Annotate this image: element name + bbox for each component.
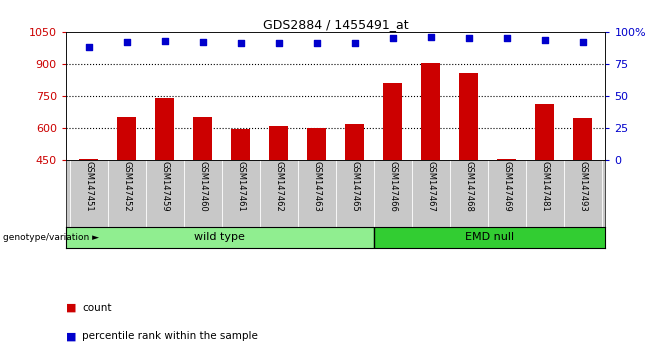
Text: GSM147469: GSM147469 xyxy=(502,161,511,212)
Point xyxy=(349,40,360,46)
Point xyxy=(121,39,132,45)
Point xyxy=(501,35,512,41)
Point xyxy=(425,34,436,40)
Bar xyxy=(231,129,250,160)
Point xyxy=(577,39,588,45)
Text: GSM147481: GSM147481 xyxy=(540,161,549,212)
Text: GSM147493: GSM147493 xyxy=(578,161,587,212)
Point xyxy=(159,38,170,44)
Point xyxy=(388,35,398,41)
Point xyxy=(273,40,284,46)
Text: ■: ■ xyxy=(66,331,76,341)
Point xyxy=(197,39,208,45)
Bar xyxy=(117,117,136,160)
Point xyxy=(540,37,550,42)
Bar xyxy=(193,117,212,160)
Text: count: count xyxy=(82,303,112,313)
Bar xyxy=(459,73,478,160)
Text: EMD null: EMD null xyxy=(465,232,514,242)
Bar xyxy=(383,83,402,160)
Text: GSM147463: GSM147463 xyxy=(312,161,321,212)
Text: wild type: wild type xyxy=(194,232,245,242)
Text: GSM147451: GSM147451 xyxy=(84,161,93,212)
Text: GSM147467: GSM147467 xyxy=(426,161,435,212)
Text: genotype/variation ►: genotype/variation ► xyxy=(3,233,99,242)
Bar xyxy=(345,125,364,160)
Bar xyxy=(155,98,174,160)
Text: GSM147466: GSM147466 xyxy=(388,161,397,212)
Text: GSM147460: GSM147460 xyxy=(198,161,207,212)
Bar xyxy=(573,118,592,160)
Bar xyxy=(66,227,374,248)
Text: GSM147462: GSM147462 xyxy=(274,161,283,212)
Bar xyxy=(269,126,288,160)
Bar xyxy=(497,159,516,160)
Text: ■: ■ xyxy=(66,303,76,313)
Point xyxy=(84,44,94,50)
Point xyxy=(311,40,322,46)
Point xyxy=(236,40,246,46)
Bar xyxy=(421,63,440,160)
Text: GSM147461: GSM147461 xyxy=(236,161,245,212)
Text: GSM147452: GSM147452 xyxy=(122,161,131,212)
Bar xyxy=(535,104,554,160)
Text: GSM147468: GSM147468 xyxy=(464,161,473,212)
Bar xyxy=(374,227,605,248)
Text: percentile rank within the sample: percentile rank within the sample xyxy=(82,331,258,341)
Bar xyxy=(307,128,326,160)
Point xyxy=(463,35,474,41)
Bar xyxy=(79,159,98,160)
Text: GSM147465: GSM147465 xyxy=(350,161,359,212)
Title: GDS2884 / 1455491_at: GDS2884 / 1455491_at xyxy=(263,18,409,31)
Text: GSM147459: GSM147459 xyxy=(160,161,169,212)
